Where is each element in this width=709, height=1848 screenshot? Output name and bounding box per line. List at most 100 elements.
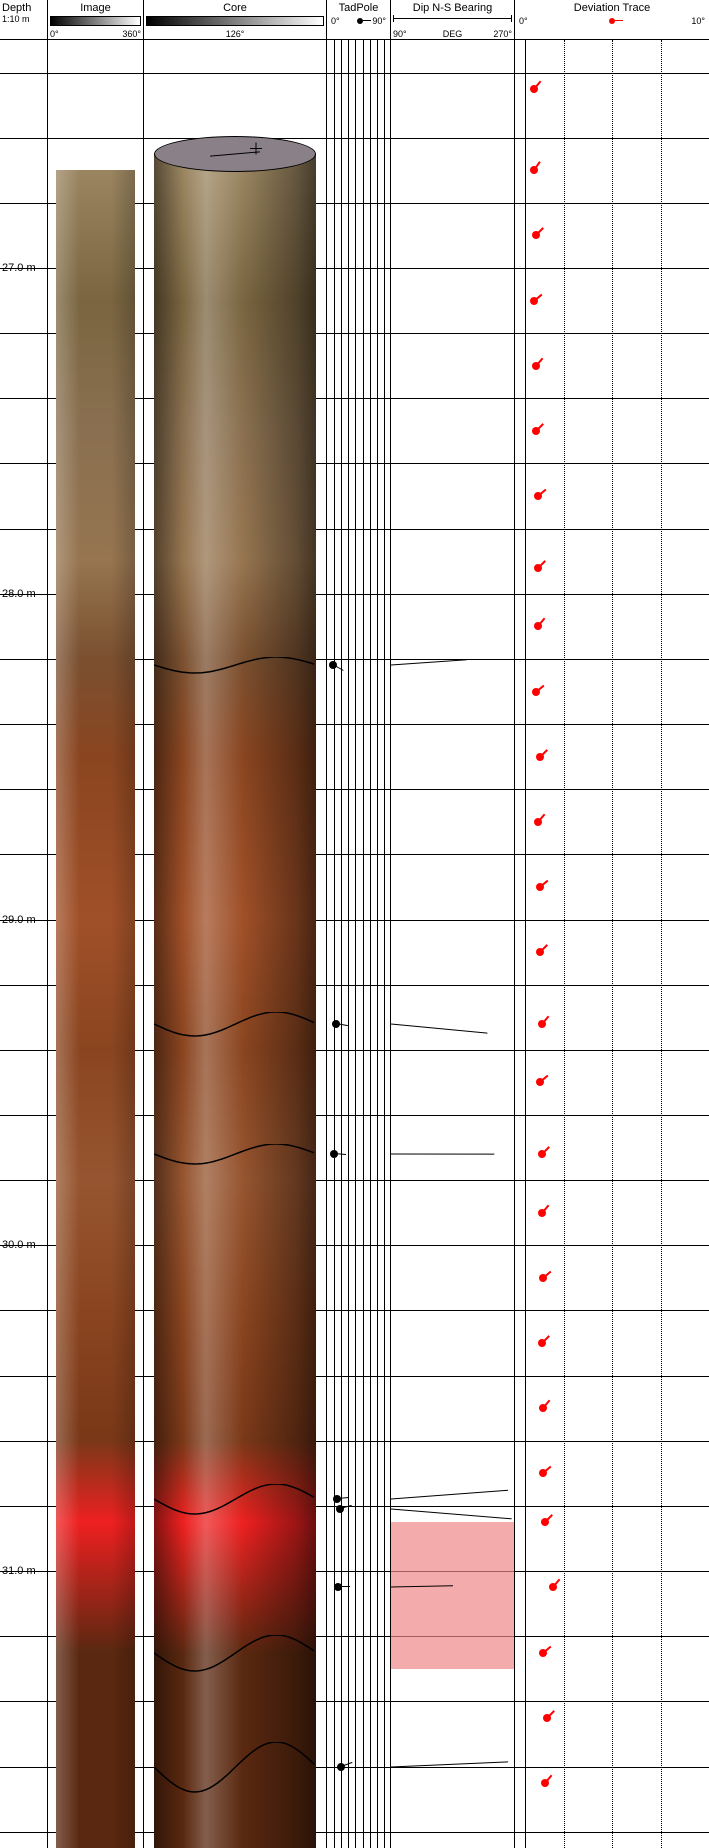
gridline-h [327, 659, 390, 660]
depth-body: 27.0 m28.0 m29.0 m30.0 m31.0 m [0, 40, 48, 1848]
gridline-h [0, 138, 47, 139]
dip-title: Dip N-S Bearing [393, 2, 512, 14]
gridline-h [327, 1115, 390, 1116]
deviation-body [515, 40, 709, 1848]
deviation-title: Deviation Trace [517, 2, 707, 14]
image-header: Image 0° 360° [48, 0, 144, 40]
gridline-h [327, 1245, 390, 1246]
bedding-curve [154, 1484, 317, 1518]
gridline-dotted [564, 40, 565, 1848]
gridline-v [334, 40, 335, 1848]
gridline-h [391, 529, 514, 530]
deviation-marker [541, 1779, 549, 1787]
deviation-marker [543, 1714, 551, 1722]
gridline-h [327, 398, 390, 399]
deviation-scale-left: 0° [519, 16, 528, 26]
gridline-h [0, 398, 47, 399]
deviation-marker [539, 1649, 547, 1657]
dip-bearing-line [391, 1509, 515, 1510]
image-title: Image [50, 2, 141, 14]
gridline-h [391, 1115, 514, 1116]
core-top-ellipse [154, 136, 316, 172]
gridline-h [327, 724, 390, 725]
gridline-dotted [661, 40, 662, 1848]
depth-label: 29.0 m [2, 914, 36, 926]
gridline-h [391, 724, 514, 725]
deviation-marker [536, 948, 544, 956]
well-log-container: Depth 1:10 m 27.0 m28.0 m29.0 m30.0 m31.… [0, 0, 709, 1848]
image-body [48, 40, 144, 1848]
deviation-track: Deviation Trace 0° 10° [515, 0, 709, 1848]
gridline-h [391, 268, 514, 269]
core-title: Core [146, 2, 324, 14]
gridline-h [0, 1180, 47, 1181]
deviation-marker [530, 85, 538, 93]
gridline-h [0, 1767, 47, 1768]
deviation-marker [539, 1404, 547, 1412]
gridline-h [327, 1050, 390, 1051]
gridline-h [327, 1701, 390, 1702]
gridline-h [391, 985, 514, 986]
deviation-marker [532, 688, 540, 696]
depth-label: 28.0 m [2, 588, 36, 600]
gridline-h [327, 854, 390, 855]
deviation-marker [539, 1469, 547, 1477]
gridline-h [391, 1832, 514, 1833]
bedding-curve [154, 1144, 317, 1168]
gridline-h [0, 1832, 47, 1833]
gridline-h [327, 333, 390, 334]
gridline-dotted [612, 40, 613, 1848]
deviation-header: Deviation Trace 0° 10° [515, 0, 709, 40]
gridline-h [327, 1571, 390, 1572]
gridline-v [341, 40, 342, 1848]
deviation-marker [534, 564, 542, 572]
gridline-h [327, 203, 390, 204]
deviation-marker [538, 1339, 546, 1347]
tadpole-scale-right: 90° [372, 16, 386, 26]
deviation-marker [534, 818, 542, 826]
gridline-h [48, 138, 143, 139]
deviation-marker [530, 166, 538, 174]
gridline-h [391, 463, 514, 464]
deviation-marker [534, 492, 542, 500]
deviation-marker [538, 1150, 546, 1158]
tadpole-marker [334, 1583, 342, 1591]
dip-header: Dip N-S Bearing 90° DEG 270° [391, 0, 515, 40]
gridline-h [391, 1310, 514, 1311]
gridline-v [363, 40, 364, 1848]
gridline-h [144, 73, 326, 74]
deviation-marker [549, 1583, 557, 1591]
image-scale-left: 0° [50, 29, 59, 39]
gridline-v [370, 40, 371, 1848]
gridline-h [0, 659, 47, 660]
gridline-h [0, 203, 47, 204]
gridline-h [327, 1441, 390, 1442]
gridline-h [0, 463, 47, 464]
depth-header: Depth 1:10 m [0, 0, 48, 40]
gridline-h [0, 789, 47, 790]
bedding-curve [154, 657, 317, 677]
dip-scale-right: 270° [493, 29, 512, 39]
gridline-h [391, 1441, 514, 1442]
core-body [144, 40, 327, 1848]
tadpole-legend-icon [357, 18, 363, 24]
tadpole-marker [336, 1505, 344, 1513]
core-scale-center: 126° [226, 29, 245, 39]
dip-body [391, 40, 515, 1848]
gridline-h [391, 138, 514, 139]
gridline-h [391, 789, 514, 790]
core-track: Core 126° [144, 0, 327, 1848]
gridline-h [0, 1441, 47, 1442]
gridline-h [327, 1376, 390, 1377]
gridline-h [391, 594, 514, 595]
dip-axis-line [393, 18, 512, 19]
dip-scale-left: 90° [393, 29, 407, 39]
gridline-h [327, 594, 390, 595]
tadpole-marker [333, 1495, 341, 1503]
dip-track: Dip N-S Bearing 90° DEG 270° [391, 0, 515, 1848]
image-scale-right: 360° [122, 29, 141, 39]
deviation-scale-right: 10° [691, 16, 705, 26]
depth-track: Depth 1:10 m 27.0 m28.0 m29.0 m30.0 m31.… [0, 0, 48, 1848]
tadpole-title: TadPole [329, 2, 388, 14]
gridline-h [0, 1115, 47, 1116]
